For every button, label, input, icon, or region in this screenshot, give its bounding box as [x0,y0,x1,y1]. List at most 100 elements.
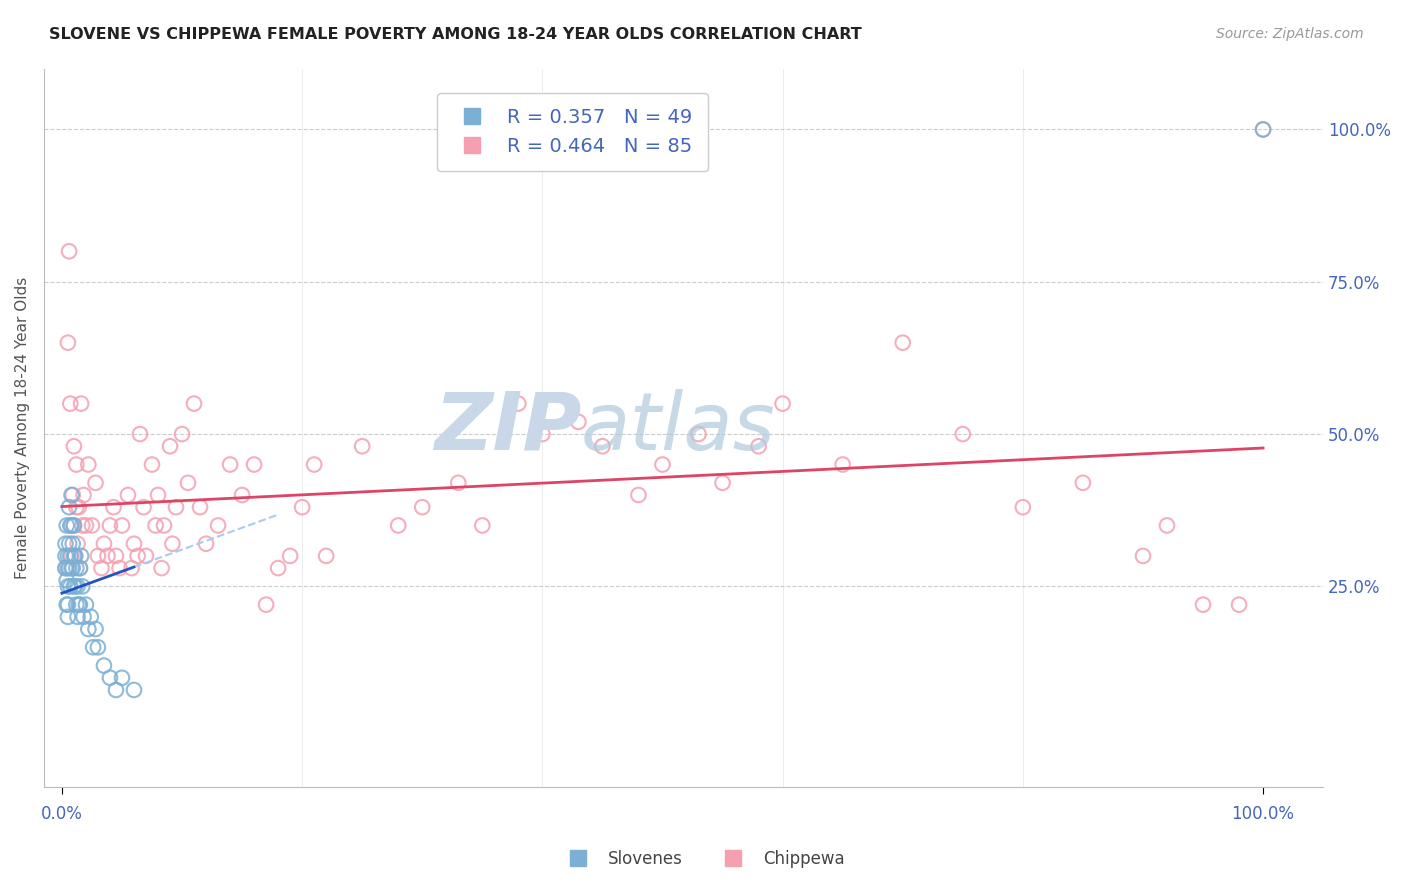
Text: ZIP: ZIP [434,389,581,467]
Point [65,598,87,612]
Point [75,518,97,533]
Point [58,500,80,515]
Point [56,549,79,563]
Point [65,500,87,515]
Point [75,598,97,612]
Text: Source: ZipAtlas.com: Source: ZipAtlas.com [1216,27,1364,41]
Point [80,610,103,624]
Point [55,537,77,551]
Point [1156,518,1178,533]
Point [84,475,107,490]
Point [56,335,79,350]
Point [183,396,205,410]
Point [291,500,314,515]
Point [1192,598,1215,612]
Point [65,561,87,575]
Point [58,244,80,259]
Legend: R = 0.357   N = 49, R = 0.464   N = 85: R = 0.357 N = 49, R = 0.464 N = 85 [437,93,709,171]
Point [63,549,86,563]
Point [122,537,145,551]
Point [104,682,127,697]
Point [60,518,83,533]
Point [195,537,218,551]
Point [411,500,433,515]
Point [58,537,80,551]
Point [135,549,157,563]
Point [153,518,176,533]
Point [55,561,77,575]
Point [72,610,94,624]
Point [59,396,82,410]
Point [93,537,115,551]
Point [63,518,86,533]
Point [591,439,613,453]
Point [627,488,650,502]
Point [165,500,187,515]
Point [70,396,93,410]
Point [121,561,143,575]
Point [387,518,409,533]
Point [1251,122,1274,136]
Point [278,549,301,563]
Point [55,518,77,533]
Point [70,549,93,563]
Point [98,671,121,685]
Point [66,537,89,551]
Point [772,396,794,410]
Point [90,561,112,575]
Point [177,475,200,490]
Point [77,458,100,472]
Point [62,488,84,502]
Point [315,549,337,563]
Point [108,561,131,575]
Point [59,579,82,593]
Point [72,518,94,533]
Point [162,537,184,551]
Point [150,561,173,575]
Point [129,427,152,442]
Point [688,427,710,442]
Point [1227,598,1250,612]
Point [63,579,86,593]
Point [60,488,83,502]
Point [63,579,86,593]
Point [56,598,79,612]
Point [567,415,589,429]
Point [59,549,82,563]
Point [62,537,84,551]
Point [1011,500,1033,515]
Point [132,500,155,515]
Point [72,488,94,502]
Point [93,658,115,673]
Text: atlas: atlas [581,389,776,467]
Point [60,561,83,575]
Point [98,518,121,533]
Point [56,561,79,575]
Point [207,518,229,533]
Point [69,561,91,575]
Point [170,427,193,442]
Point [711,475,734,490]
Point [952,427,974,442]
Point [63,549,86,563]
Point [103,500,125,515]
Point [141,458,163,472]
Point [146,488,169,502]
Y-axis label: Female Poverty Among 18-24 Year Olds: Female Poverty Among 18-24 Year Olds [15,277,30,579]
Text: SLOVENE VS CHIPPEWA FEMALE POVERTY AMONG 18-24 YEAR OLDS CORRELATION CHART: SLOVENE VS CHIPPEWA FEMALE POVERTY AMONG… [49,27,862,42]
Point [127,549,149,563]
Point [122,682,145,697]
Point [891,335,914,350]
Point [1251,122,1274,136]
Point [471,518,494,533]
Legend: Slovenes, Chippewa: Slovenes, Chippewa [555,844,851,875]
Point [117,488,139,502]
Point [243,458,266,472]
Point [69,561,91,575]
Point [831,458,853,472]
Point [104,549,127,563]
Point [58,561,80,575]
Point [59,518,82,533]
Point [84,622,107,636]
Point [1071,475,1094,490]
